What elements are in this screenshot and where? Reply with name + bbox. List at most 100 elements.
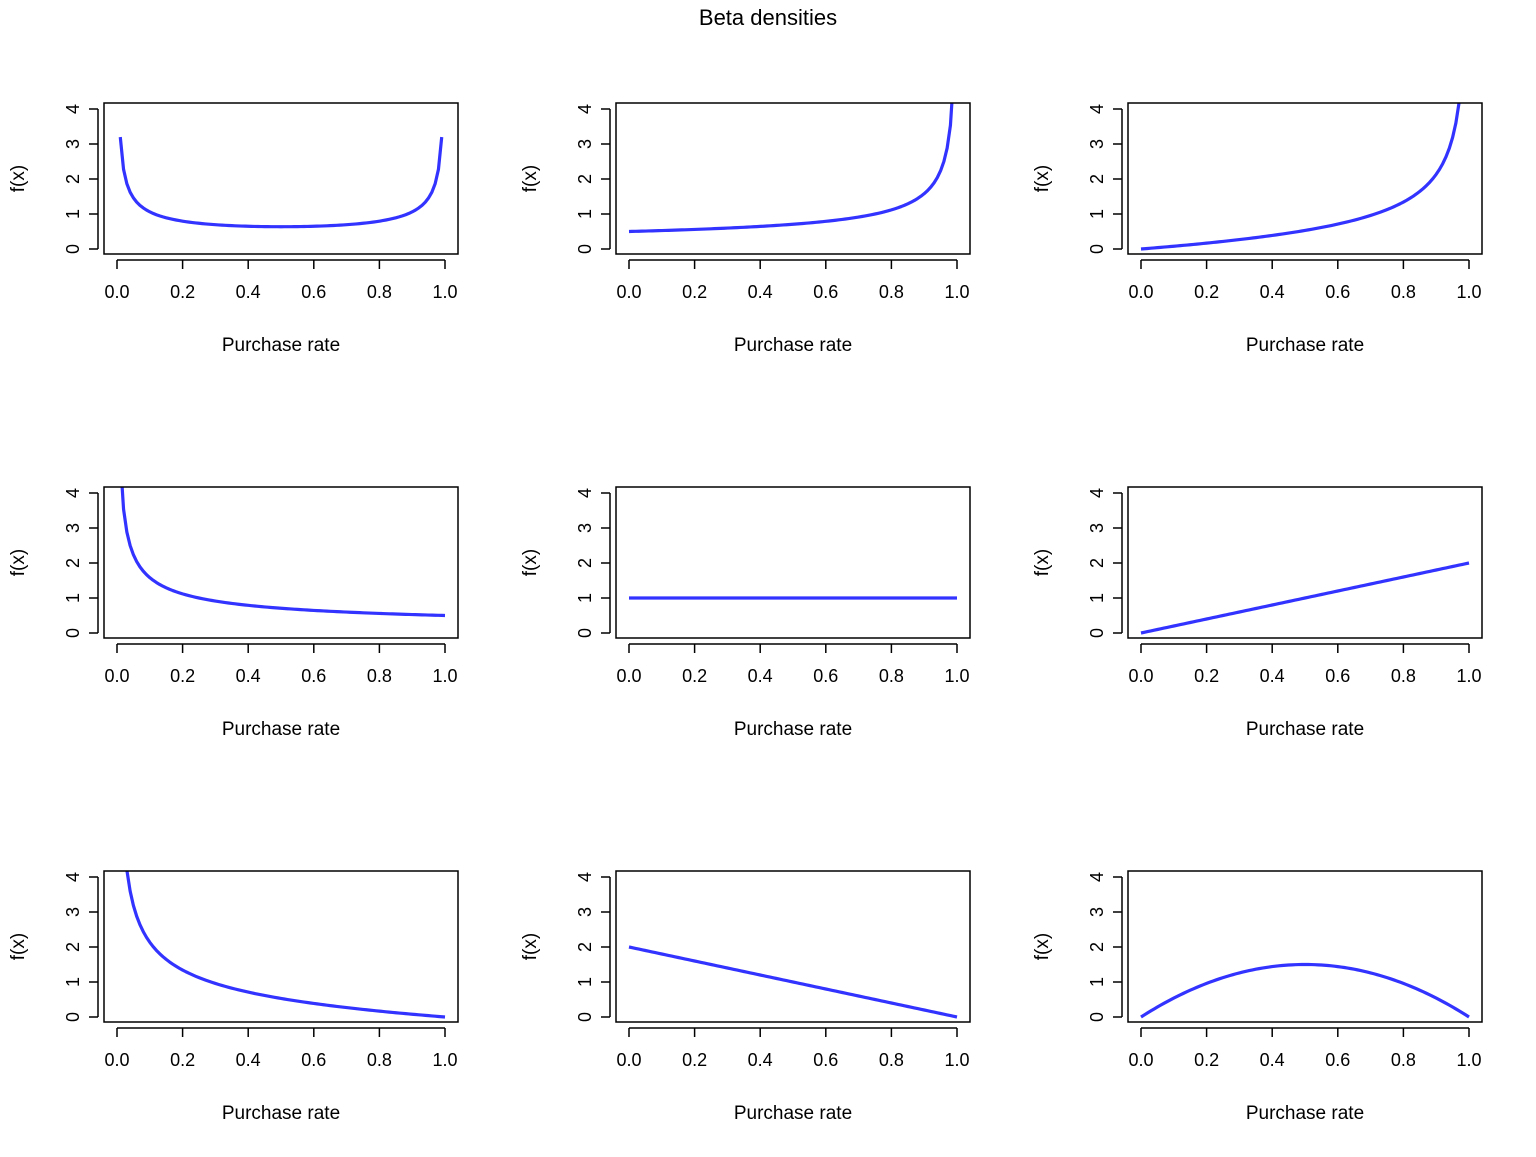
panel-beta-1-2: 0.0 0.2 0.4 0.6 0.8 1.0 Purchase rate 0 1 2 3 4 f(x) — [520, 870, 971, 1124]
x-tick-label: 1.0 — [944, 666, 969, 686]
y-axis-label: f(x) — [520, 549, 541, 576]
x-tick-label: 1.0 — [1456, 1050, 1481, 1070]
y-tick-label: 4 — [1087, 104, 1107, 114]
x-tick-label: 0.0 — [104, 1050, 129, 1070]
plot-box — [103, 102, 459, 255]
y-tick-label: 3 — [575, 139, 595, 149]
x-tick-label: 0.4 — [1260, 1050, 1285, 1070]
y-tick-label: 2 — [63, 942, 83, 952]
y-tick-label: 4 — [63, 488, 83, 498]
panel-beta-2-1: 0.0 0.2 0.4 0.6 0.8 1.0 Purchase rate 0 1 2 3 4 f(x) — [1032, 486, 1483, 740]
panel-beta-0.5-1: 0.0 0.2 0.4 0.6 0.8 1.0 Purchase rate 0 1 2 3 4 f(x) — [8, 486, 459, 740]
y-tick-label: 2 — [1087, 558, 1107, 568]
x-tick-label: 0.0 — [1128, 666, 1153, 686]
x-tick-label: 0.2 — [1194, 282, 1219, 302]
y-axis-label: f(x) — [8, 933, 29, 960]
x-tick-label: 0.8 — [879, 1050, 904, 1070]
x-tick-label: 0.4 — [748, 1050, 773, 1070]
x-tick-label: 1.0 — [432, 282, 457, 302]
x-tick-label: 0.6 — [813, 1050, 838, 1070]
x-tick-label: 0.0 — [616, 666, 641, 686]
y-tick-label: 1 — [63, 977, 83, 987]
y-tick-label: 1 — [575, 209, 595, 219]
x-axis-label: Purchase rate — [222, 719, 340, 740]
y-tick-label: 2 — [575, 558, 595, 568]
x-tick-label: 0.6 — [301, 282, 326, 302]
x-tick-label: 0.0 — [1128, 1050, 1153, 1070]
plot-box — [1127, 870, 1483, 1023]
density-curve — [628, 945, 958, 1019]
y-axis-label: f(x) — [1032, 549, 1053, 576]
x-axis-label: Purchase rate — [1246, 335, 1364, 356]
plot-box — [615, 102, 971, 255]
y-tick-label: 4 — [1087, 488, 1107, 498]
y-tick-label: 2 — [1087, 942, 1107, 952]
x-tick-label: 0.0 — [104, 666, 129, 686]
x-axis-label: Purchase rate — [734, 1103, 852, 1124]
y-tick-label: 2 — [575, 174, 595, 184]
density-curve — [125, 871, 446, 1019]
x-tick-label: 0.8 — [367, 1050, 392, 1070]
x-tick-label: 0.6 — [813, 282, 838, 302]
x-tick-label: 0.0 — [616, 1050, 641, 1070]
x-axis-label: Purchase rate — [734, 719, 852, 740]
y-tick-label: 3 — [63, 523, 83, 533]
x-tick-label: 0.2 — [170, 666, 195, 686]
x-tick-label: 0.2 — [170, 282, 195, 302]
x-tick-label: 0.8 — [367, 666, 392, 686]
y-tick-label: 4 — [63, 104, 83, 114]
density-curve — [1140, 561, 1470, 635]
panel-beta-2-2: 0.0 0.2 0.4 0.6 0.8 1.0 Purchase rate 0 1 2 3 4 f(x) — [1032, 870, 1483, 1124]
y-tick-label: 4 — [575, 488, 595, 498]
x-tick-label: 0.2 — [1194, 1050, 1219, 1070]
y-tick-label: 0 — [63, 1012, 83, 1022]
x-tick-label: 1.0 — [944, 282, 969, 302]
y-tick-label: 0 — [1087, 628, 1107, 638]
y-tick-label: 1 — [575, 977, 595, 987]
x-tick-label: 0.8 — [879, 666, 904, 686]
x-axis-label: Purchase rate — [734, 335, 852, 356]
y-axis-label: f(x) — [1032, 933, 1053, 960]
density-curve — [118, 136, 444, 229]
x-tick-label: 0.6 — [1325, 1050, 1350, 1070]
y-axis-label: f(x) — [520, 165, 541, 192]
density-curve — [1140, 962, 1470, 1019]
x-tick-label: 0.4 — [236, 666, 261, 686]
plot-box — [615, 486, 971, 639]
y-tick-label: 0 — [63, 244, 83, 254]
x-tick-label: 0.6 — [1325, 666, 1350, 686]
density-curve — [628, 103, 954, 234]
x-tick-label: 0.0 — [104, 282, 129, 302]
y-tick-label: 2 — [1087, 174, 1107, 184]
x-tick-label: 0.0 — [1128, 282, 1153, 302]
y-tick-label: 3 — [1087, 139, 1107, 149]
x-axis-label: Purchase rate — [1246, 1103, 1364, 1124]
x-tick-label: 0.6 — [813, 666, 838, 686]
panel-beta-2-0.5: 0.0 0.2 0.4 0.6 0.8 1.0 Purchase rate 0 1 2 3 4 f(x) — [1032, 102, 1483, 356]
plot-box — [103, 870, 459, 1023]
y-tick-label: 3 — [1087, 523, 1107, 533]
x-tick-label: 0.6 — [301, 1050, 326, 1070]
x-tick-label: 0.2 — [682, 666, 707, 686]
x-tick-label: 0.2 — [1194, 666, 1219, 686]
x-tick-label: 0.2 — [682, 282, 707, 302]
x-tick-label: 0.4 — [1260, 282, 1285, 302]
y-tick-label: 1 — [63, 209, 83, 219]
y-tick-label: 2 — [63, 558, 83, 568]
panel-beta-1-1: 0.0 0.2 0.4 0.6 0.8 1.0 Purchase rate 0 1 2 3 4 f(x) — [520, 486, 971, 740]
y-tick-label: 1 — [575, 593, 595, 603]
y-tick-label: 3 — [575, 907, 595, 917]
x-tick-label: 0.4 — [1260, 666, 1285, 686]
x-tick-label: 0.8 — [1391, 1050, 1416, 1070]
figure-title: Beta densities — [699, 5, 837, 30]
y-tick-label: 2 — [63, 174, 83, 184]
density-curve — [1140, 103, 1461, 251]
plot-box — [615, 870, 971, 1023]
x-tick-label: 0.8 — [879, 282, 904, 302]
panel-beta-1-0.5: 0.0 0.2 0.4 0.6 0.8 1.0 Purchase rate 0 1 2 3 4 f(x) — [520, 102, 971, 356]
y-tick-label: 4 — [575, 104, 595, 114]
y-tick-label: 1 — [1087, 593, 1107, 603]
x-axis-label: Purchase rate — [1246, 719, 1364, 740]
y-tick-label: 3 — [1087, 907, 1107, 917]
